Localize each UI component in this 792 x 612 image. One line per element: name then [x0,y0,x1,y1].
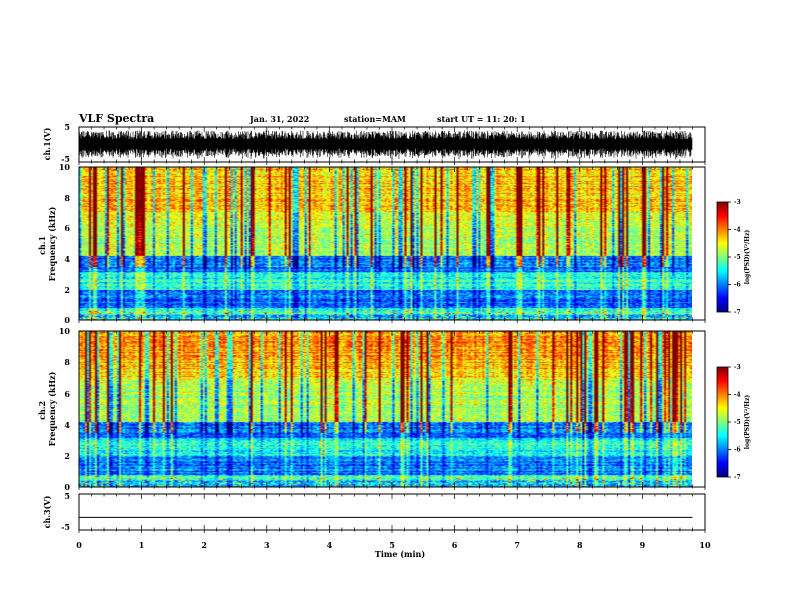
colorbar-tick-label: -7 [734,309,741,316]
time-tick-label: 6 [452,540,458,550]
ch1-freq-ylabel: ch.1 Frequency (kHz) [37,206,57,281]
ch1-frequency-label: Frequency (kHz) [47,206,57,281]
colorbar-tick-label: -3 [734,364,741,371]
ch1-ytick-top: 5 [64,122,70,132]
ch2-freq-tick-4: 4 [64,420,70,430]
ch1-waveform-panel: 5 -5 ch.1(V) [42,122,706,164]
time-tick-marks [78,127,706,533]
ch3-ytick-bottom: -5 [61,522,70,532]
colorbar-tick-label: -6 [734,447,741,454]
ch2-freq-tick-10: 10 [59,326,71,336]
ch2-colorbar-gradient [716,366,729,478]
ch1-freq-tick-6: 6 [64,223,70,233]
time-tick-label: 5 [389,540,395,550]
ch1-spectrogram-panel: 0 2 4 6 8 10 ch.1 Frequency (kHz) [37,162,706,325]
ch1-colorbar: -3 -4 -5 -6 -7 log(PSD)(V²/Hz) [716,199,751,316]
ch2-freq-ylabel: ch.2 Frequency (kHz) [37,371,57,446]
time-axis-tick-labels: 0 1 2 3 4 5 6 7 8 9 10 [76,540,711,550]
colorbar-tick-label: -3 [734,199,741,206]
ch1-freq-tick-8: 8 [64,193,70,203]
ch1-freq-tick-10: 10 [59,162,71,172]
date-label: Jan. 31, 2022 [249,114,309,124]
ch1-freq-tick-0: 0 [64,315,70,325]
figure-title: VLF Spectra [78,112,154,125]
ch2-frequency-ticks: 0 2 4 6 8 10 [59,326,71,492]
colorbar-tick-label: -5 [734,419,741,426]
ch1-ytick-bottom: -5 [61,154,70,164]
time-tick-label: 3 [264,540,270,550]
time-axis-label: Time (min) [375,549,425,559]
ch2-colorbar: -3 -4 -5 -6 -7 log(PSD)(V²/Hz) [716,364,751,481]
start-time-label: start UT = 11: 20: 1 [437,114,526,124]
ch2-freq-tick-8: 8 [64,357,70,367]
ch2-colorbar-ticks: -3 -4 -5 -6 -7 [728,364,741,481]
colorbar-tick-label: -6 [734,282,741,289]
ch2-frequency-label: Frequency (kHz) [47,371,57,446]
colorbar-tick-label: -4 [734,227,741,234]
time-tick-label: 7 [514,540,520,550]
ch3-waveform-panel: 5 -5 ch.3(V) [42,491,706,532]
time-tick-label: 2 [201,540,207,550]
ch2-freq-tick-0: 0 [64,482,70,492]
station-label: station=MAM [344,114,406,124]
ch2-freq-tick-6: 6 [64,389,70,399]
ch3-ylabel: ch.3(V) [42,495,52,528]
ch1-freq-tick-4: 4 [64,254,70,264]
colorbar-tick-label: -4 [734,392,741,399]
ch2-freq-tick-2: 2 [64,451,70,461]
time-tick-label: 0 [76,540,82,550]
time-tick-label: 1 [139,540,145,550]
time-tick-label: 4 [327,540,333,550]
ch1-colorbar-label: log(PSD)(V²/Hz) [744,230,751,285]
ch1-freq-tick-2: 2 [64,285,70,295]
ch2-spectrogram-panel: 0 2 4 6 8 10 ch.2 Frequency (kHz) [37,326,706,492]
colorbar-tick-label: -5 [734,254,741,261]
ch1-ylabel: ch.1(V) [42,127,52,160]
ch1-colorbar-ticks: -3 -4 -5 -6 -7 [728,199,741,316]
time-tick-label: 9 [640,540,646,550]
ch1-spectrogram-image [79,167,692,320]
time-tick-label: 10 [699,540,711,550]
ch2-spectrogram-image [79,331,692,487]
ch2-channel-label: ch.2 [37,401,47,420]
time-tick-label: 8 [577,540,583,550]
colorbar-tick-label: -7 [734,474,741,481]
ch1-frequency-ticks: 0 2 4 6 8 10 [59,162,71,325]
ch1-channel-label: ch.1 [37,236,47,255]
ch3-ytick-top: 5 [64,491,70,501]
ch1-colorbar-gradient [716,201,729,313]
ch2-colorbar-label: log(PSD)(V²/Hz) [744,395,751,450]
